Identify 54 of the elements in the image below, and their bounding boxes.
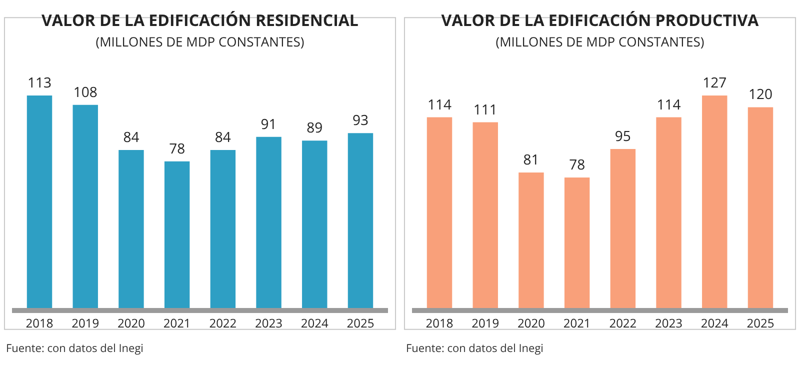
x-tick-label: 2018 [26,314,54,332]
data-label: 111 [473,100,498,120]
x-tick-label: 2020 [517,314,546,332]
x-tick-label: 2021 [563,314,591,332]
x-tick-label: 2021 [163,314,191,332]
chart-title: VALOR DE LA EDIFICACIÓN PRODUCTIVA [441,8,760,31]
bar [748,107,774,308]
bar [302,140,328,308]
x-tick-label: 2024 [700,314,728,332]
x-tick-label: 2022 [209,314,237,332]
bar [348,133,374,308]
data-label: 114 [428,95,452,114]
bar [118,150,144,308]
data-label: 95 [614,127,631,146]
x-tick-label: 2020 [117,314,146,332]
bar [72,104,98,308]
bar [518,172,544,308]
data-label: 127 [702,74,727,92]
x-tick-label: 2023 [655,314,683,332]
bar [472,122,498,308]
x-tick-label: 2019 [72,314,100,332]
x-tick-label: 2019 [472,314,500,332]
data-label: 81 [523,150,540,170]
data-label: 84 [123,128,140,148]
data-label: 91 [260,114,277,134]
x-tick-label: 2018 [426,314,454,332]
chart-subtitle: (MILLONES DE MDP CONSTANTES) [96,32,304,51]
x-tick-label: 2023 [255,314,283,332]
data-label: 93 [352,111,368,130]
source-note: Fuente: con datos del Inegi [406,341,544,356]
data-label: 78 [569,155,586,174]
x-tick-label: 2024 [300,314,328,332]
source-note: Fuente: con datos del Inegi [6,341,144,356]
x-tick-label: 2025 [346,314,374,332]
data-label: 84 [214,128,231,148]
bar [164,161,190,308]
bar [26,96,52,308]
x-tick-label: 2022 [609,314,637,332]
chart-subtitle: (MILLONES DE MDP CONSTANTES) [496,32,704,51]
data-label: 108 [73,82,98,102]
bar [426,117,452,308]
data-label: 114 [656,95,681,114]
bar [702,96,728,308]
x-tick-label: 2025 [746,314,774,332]
chart-title: VALOR DE LA EDIFICACIÓN RESIDENCIAL [42,8,358,31]
data-label: 113 [28,74,52,92]
data-label: 120 [748,85,772,104]
bar [610,149,636,308]
bar [210,150,236,308]
bar [256,136,282,308]
bar [656,117,682,308]
data-label: 89 [306,118,323,138]
bar [564,177,590,308]
data-label: 78 [169,139,186,158]
